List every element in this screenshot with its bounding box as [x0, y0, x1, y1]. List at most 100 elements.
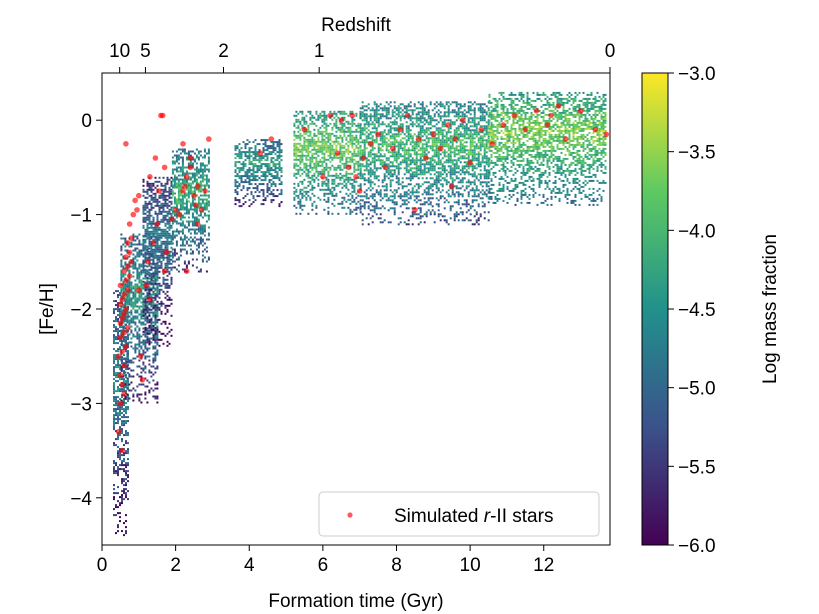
heatmap-cell [203, 248, 206, 251]
heatmap-cell [297, 202, 300, 205]
heatmap-cell [345, 136, 348, 139]
heatmap-cell [427, 129, 430, 132]
heatmap-cell [349, 182, 352, 185]
heatmap-cell [148, 222, 151, 225]
heatmap-cell [254, 151, 257, 154]
heatmap-cell [307, 110, 310, 113]
heatmap-cell [419, 119, 422, 122]
heatmap-cell [130, 311, 133, 314]
heatmap-cell [162, 276, 165, 279]
heatmap-cell [156, 180, 159, 183]
heatmap-cell [244, 155, 247, 158]
heatmap-cell [187, 172, 190, 175]
heatmap-cell [152, 304, 155, 307]
heatmap-cell [399, 111, 402, 114]
heatmap-cell [168, 284, 171, 287]
heatmap-cell [373, 103, 376, 106]
heatmap-cell [185, 242, 188, 245]
heatmap-cell [359, 207, 362, 210]
heatmap-cell [305, 196, 308, 199]
heatmap-cell [369, 123, 372, 126]
heatmap-cell [357, 140, 360, 143]
heatmap-cell [128, 293, 131, 296]
heatmap-cell [162, 176, 165, 179]
heatmap-cell [317, 146, 320, 149]
heatmap-cell [203, 208, 206, 211]
heatmap-cell [325, 182, 328, 185]
heatmap-cell [319, 132, 322, 135]
heatmap-cell [417, 141, 420, 144]
heatmap-cell [134, 295, 137, 298]
heatmap-cell [315, 162, 318, 165]
heatmap-cell [351, 142, 354, 145]
heatmap-cell [367, 207, 370, 210]
heatmap-cell [136, 331, 139, 334]
heatmap-cell [413, 195, 416, 198]
heatmap-cell [256, 165, 259, 168]
heatmap-cell [144, 232, 147, 235]
heatmap-cell [393, 165, 396, 168]
heatmap-cell [315, 212, 318, 215]
heatmap-cell [383, 163, 386, 166]
heatmap-cell [391, 155, 394, 158]
heatmap-cell [113, 324, 115, 327]
heatmap-cell [201, 254, 204, 257]
heatmap-cell [140, 309, 143, 312]
heatmap-cell [146, 347, 149, 350]
heatmap-cell [379, 221, 382, 224]
heatmap-cell [431, 157, 434, 160]
heatmap-cell [278, 153, 281, 156]
heatmap-cell [303, 154, 306, 157]
heatmap-cell [197, 230, 200, 233]
heatmap-cell [385, 133, 388, 136]
heatmap-cell [363, 125, 366, 128]
heatmap-cell [120, 339, 123, 342]
heatmap-cell [173, 186, 176, 189]
heatmap-cell [423, 131, 426, 134]
heatmap-cell [166, 260, 169, 263]
heatmap-cell [134, 303, 137, 306]
heatmap-cell [435, 161, 438, 164]
heatmap-cell [179, 194, 182, 197]
heatmap-cell [375, 175, 378, 178]
heatmap-cell [166, 222, 169, 225]
heatmap-cell [154, 176, 157, 179]
heatmap-cell [154, 353, 157, 356]
heatmap-cell [343, 162, 346, 165]
heatmap-cell [146, 303, 149, 306]
heatmap-cell [417, 165, 420, 168]
heatmap-cell [387, 221, 390, 224]
heatmap-cell [173, 218, 176, 221]
heatmap-cell [274, 149, 277, 152]
heatmap-cell [115, 408, 117, 411]
heatmap-cell [152, 196, 155, 199]
heatmap-cell [371, 215, 374, 218]
heatmap-cell [411, 139, 414, 142]
heatmap-cell [146, 315, 149, 318]
heatmap-cell [272, 199, 275, 202]
heatmap-cell [347, 150, 350, 153]
heatmap-cell [405, 121, 408, 124]
heatmap-cell [385, 199, 388, 202]
heatmap-cell [132, 317, 135, 320]
heatmap-cell [152, 395, 155, 398]
heatmap-cell [349, 198, 352, 201]
heatmap-cell [389, 221, 392, 224]
heatmap-cell [119, 390, 121, 393]
heatmap-cell [120, 313, 123, 316]
heatmap-cell [375, 159, 378, 162]
heatmap-cell [258, 157, 261, 160]
heatmap-cell [140, 283, 143, 286]
heatmap-cell [146, 226, 149, 229]
heatmap-cell [187, 260, 190, 263]
heatmap-cell [256, 185, 259, 188]
heatmap-cell [175, 222, 178, 225]
heatmap-cell [203, 256, 206, 259]
heatmap-cell [160, 338, 163, 341]
heatmap-cell [164, 234, 167, 237]
heatmap-cell [162, 250, 165, 253]
heatmap-cell [113, 462, 115, 465]
heatmap-cell [207, 170, 210, 173]
heatmap-cell [381, 221, 384, 224]
heatmap-cell [272, 165, 275, 168]
